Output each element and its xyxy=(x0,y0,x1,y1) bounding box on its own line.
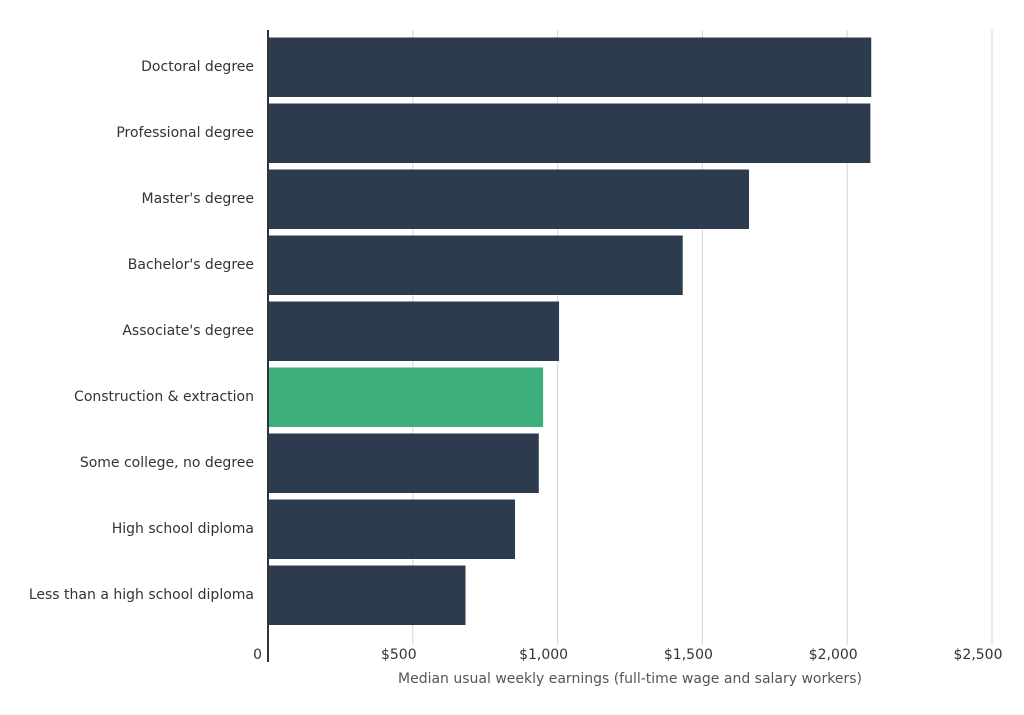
y-tick-label: Construction & extraction xyxy=(74,389,254,405)
x-tick-label: $1,500 xyxy=(664,647,713,663)
y-tick-label: Professional degree xyxy=(116,125,254,141)
y-tick-label: Master's degree xyxy=(142,191,254,207)
y-tick-label: Some college, no degree xyxy=(80,455,254,471)
bar xyxy=(268,433,539,493)
bar xyxy=(268,499,516,559)
bar xyxy=(268,367,544,427)
x-axis-label: Median usual weekly earnings (full-time … xyxy=(398,671,862,687)
y-tick-label: High school diploma xyxy=(112,521,254,537)
bar xyxy=(268,235,683,295)
x-tick-label: $2,000 xyxy=(809,647,858,663)
x-tick-label: 0 xyxy=(253,647,262,663)
bar xyxy=(268,169,750,229)
y-tick-label: Associate's degree xyxy=(122,323,254,339)
y-tick-label: Doctoral degree xyxy=(141,59,254,75)
y-tick-label: Bachelor's degree xyxy=(128,257,254,273)
x-tick-label: $1,000 xyxy=(519,647,568,663)
bar xyxy=(268,103,871,163)
bar xyxy=(268,37,872,97)
x-tick-label: $500 xyxy=(381,647,417,663)
bar xyxy=(268,565,466,625)
y-tick-label: Less than a high school diploma xyxy=(29,587,254,603)
x-tick-label: $2,500 xyxy=(954,647,1003,663)
bar xyxy=(268,301,560,361)
